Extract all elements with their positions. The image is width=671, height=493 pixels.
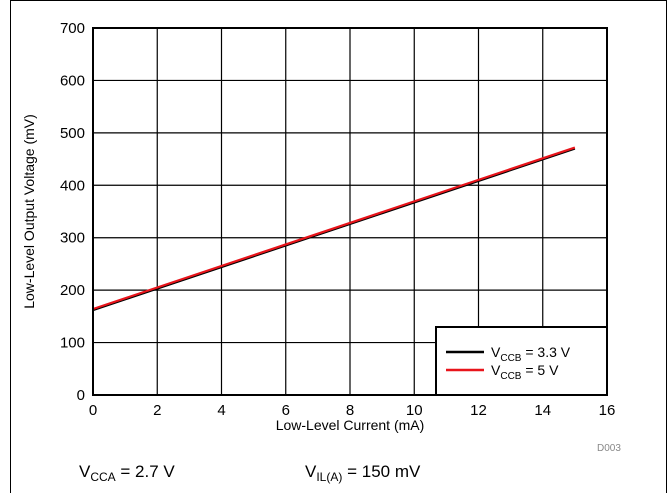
- x-tick-label: 4: [217, 402, 225, 419]
- plot-border: [92, 27, 608, 396]
- x-tick-label: 12: [470, 402, 487, 419]
- series-line-1: [92, 146, 576, 311]
- condition-vcca: VCCA = 2.7 V: [79, 462, 175, 484]
- y-tick-label: 300: [60, 230, 85, 247]
- figure-frame: [10, 0, 667, 493]
- x-tick-label: 16: [599, 402, 616, 419]
- x-tick-label: 6: [282, 402, 290, 419]
- x-tick-label: 8: [346, 402, 354, 419]
- y-tick-labels: 0 100 200 300 400 500 600 700: [60, 20, 85, 404]
- y-tick-label: 100: [60, 335, 85, 352]
- figure-code: D003: [597, 443, 621, 454]
- y-tick-label: 0: [77, 387, 85, 404]
- legend-box: [435, 326, 608, 396]
- legend-label-vccb-5v: VCCB = 5 V: [491, 362, 559, 382]
- series-layer: [92, 146, 576, 312]
- y-tick-label: 400: [60, 177, 85, 194]
- legend-label-vccb-3.3v: VCCB = 3.3 V: [491, 344, 571, 364]
- x-axis-label: Low-Level Current (mA): [276, 417, 425, 433]
- y-tick-label: 600: [60, 72, 85, 89]
- y-tick-label: 700: [60, 20, 85, 37]
- y-tick-label: 200: [60, 282, 85, 299]
- y-tick-label: 500: [60, 125, 85, 142]
- x-tick-label: 0: [89, 402, 97, 419]
- legend: VCCB = 3.3 V VCCB = 5 V: [435, 326, 608, 396]
- condition-vil: VIL(A) = 150 mV: [305, 462, 421, 484]
- x-tick-label: 2: [153, 402, 161, 419]
- y-axis-label: Low-Level Output Voltage (mV): [21, 114, 37, 309]
- x-tick-label: 14: [534, 402, 551, 419]
- x-tick-label: 10: [406, 402, 423, 419]
- x-tick-labels: 0 2 4 6 8 10 12 14 16: [89, 402, 616, 419]
